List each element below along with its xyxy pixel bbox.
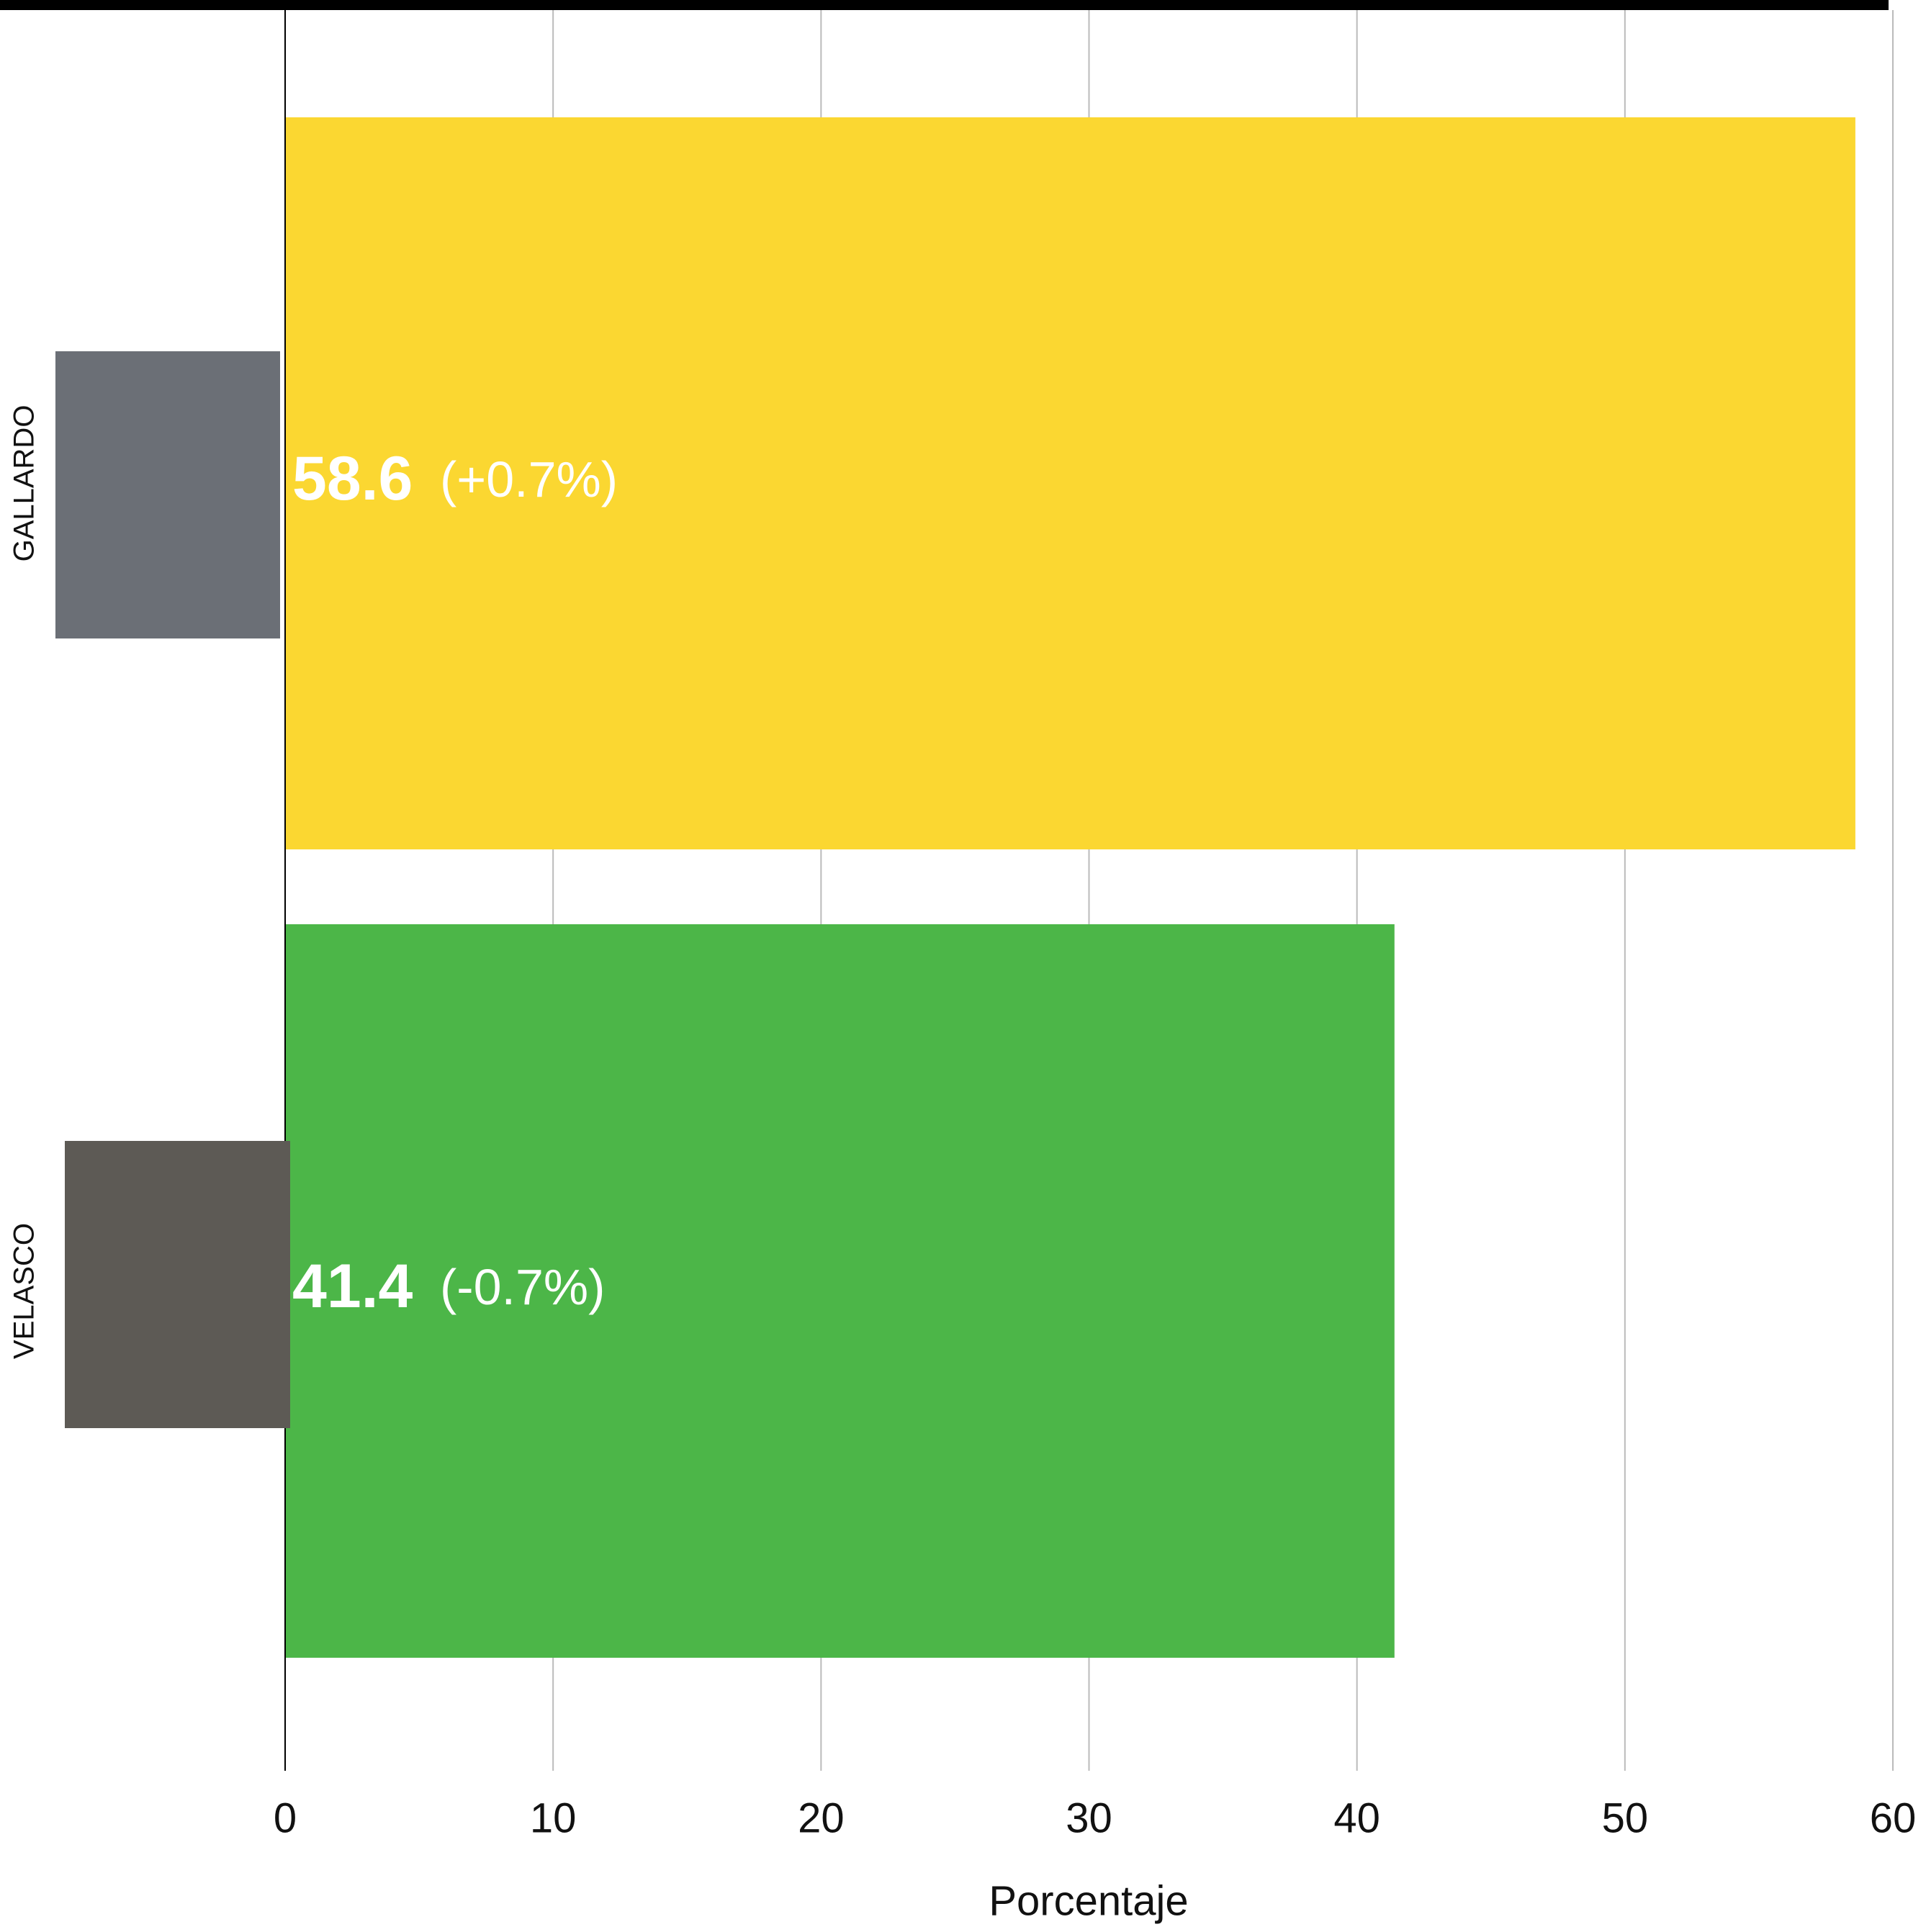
bars	[285, 117, 1855, 1658]
labels: 0 10 20 30 40 50 60 GALLARDO 58.6 (+0.7%) VELASCO 4…	[9, 405, 1917, 1842]
x-axis-title: Porcentaje	[989, 1877, 1188, 1924]
category-label: GALLARDO	[9, 405, 40, 562]
x-tick-label: 40	[1333, 1795, 1380, 1841]
top-rule	[0, 0, 1889, 10]
candidate-photo	[65, 1141, 290, 1428]
candidate-photo	[55, 351, 280, 638]
bar	[285, 117, 1855, 849]
x-tick-label: 60	[1870, 1795, 1917, 1841]
x-tick-label: 30	[1066, 1795, 1112, 1841]
change-label: (-0.7%)	[440, 1259, 605, 1315]
x-tick-label: 0	[274, 1795, 297, 1841]
x-tick-label: 50	[1602, 1795, 1649, 1841]
bar	[285, 924, 1395, 1658]
x-tick-label: 10	[530, 1795, 577, 1841]
x-tick-label: 20	[798, 1795, 845, 1841]
change-label: (+0.7%)	[440, 451, 618, 507]
value-label: 41.4	[292, 1252, 413, 1321]
category-label: VELASCO	[9, 1223, 40, 1359]
value-label: 58.6	[292, 444, 413, 513]
